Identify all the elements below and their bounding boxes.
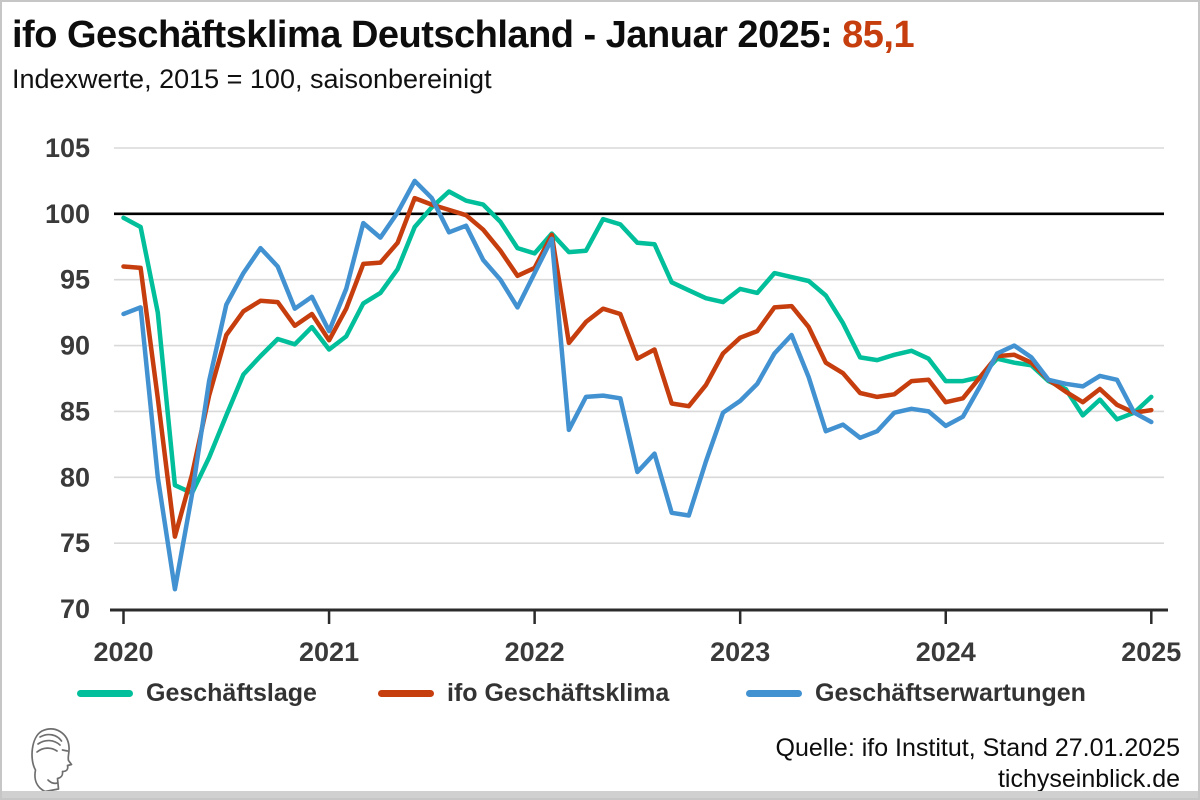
title-text: ifo Geschäftsklima Deutschland - Januar … [12,14,833,56]
y-tick-label-80: 80 [60,462,90,492]
title-highlight-value: 85,1 [842,14,915,56]
publisher-head-logo-icon [31,728,73,793]
line-gesch-ftslage [121,189,1154,496]
y-tick-label-100: 100 [45,199,90,229]
x-tick-label-2021: 2021 [299,637,359,667]
x-tick-label-2025: 2025 [1121,637,1181,667]
legend-label-ifo-geschaeftsklima: ifo Geschäftsklima [447,678,670,707]
legend-item-geschaeftserwartungen: Geschäftserwartungen [746,678,1086,708]
x-tick-label-2020: 2020 [93,637,153,667]
y-tick-label-95: 95 [60,265,90,295]
y-tick-label-90: 90 [60,331,90,361]
legend-label-geschaeftslage: Geschäftslage [146,678,317,707]
x-tick-label-2023: 2023 [710,637,770,667]
y-tick-label-75: 75 [60,528,90,558]
legend-swatch-geschaeftserwartungen [746,689,802,697]
y-tick-label-105: 105 [45,133,90,163]
x-tick-label-2024: 2024 [916,637,976,667]
line-gesch-ftserwartungen [121,178,1154,592]
page-title: ifo Geschäftsklima Deutschland - Januar … [12,14,915,57]
x-tick-label-2022: 2022 [505,637,565,667]
line-ifo-gesch-ftsklima [121,195,1154,539]
source-line: Quelle: ifo Institut, Stand 27.01.2025 [775,734,1180,762]
legend-swatch-ifo-geschaeftsklima [378,689,434,697]
legend-item-ifo-geschaeftsklima: ifo Geschäftsklima [378,678,669,708]
legend-swatch-geschaeftslage [77,689,133,697]
website-line: tichyseinblick.de [997,765,1180,793]
legend-item-geschaeftslage: Geschäftslage [77,678,317,708]
y-tick-label-85: 85 [60,396,90,426]
source-attribution: Quelle: ifo Institut, Stand 27.01.2025 t… [776,733,1180,795]
chart-subtitle: Indexwerte, 2015 = 100, saisonbereinigt [12,64,492,94]
y-tick-label-70: 70 [60,594,90,624]
bottom-strip-decoration [2,791,1198,798]
legend-label-geschaeftserwartungen: Geschäftserwartungen [815,678,1086,707]
